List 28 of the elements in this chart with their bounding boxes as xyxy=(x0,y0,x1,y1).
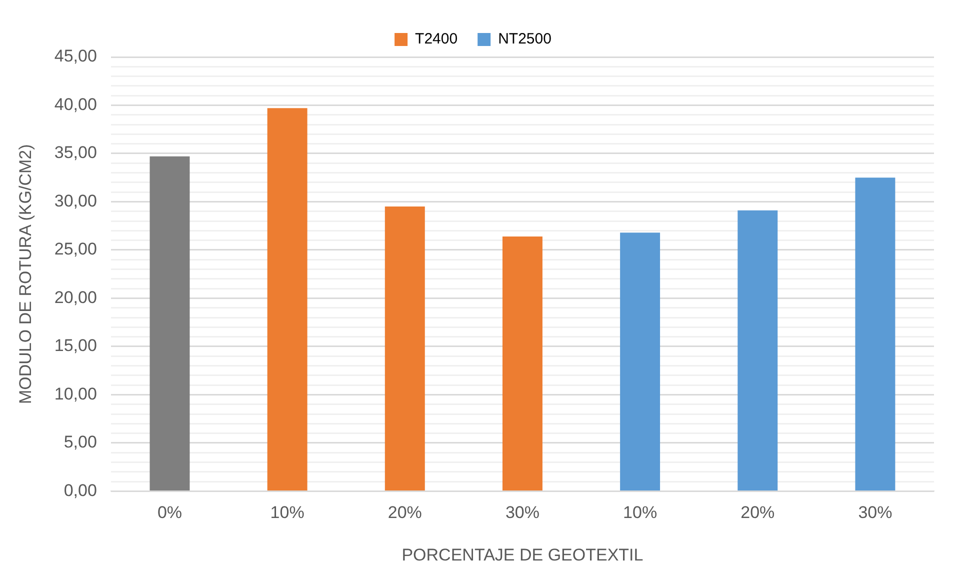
bar xyxy=(855,178,896,490)
x-tick-label: 20% xyxy=(388,503,422,522)
bar xyxy=(384,206,425,490)
bar xyxy=(738,210,778,490)
y-tick-label: 30,00 xyxy=(54,191,97,210)
bar xyxy=(502,236,542,490)
x-tick-label: 10% xyxy=(270,503,304,522)
y-tick-label: 0,00 xyxy=(64,480,97,500)
y-tick-label: 5,00 xyxy=(64,432,97,452)
y-tick-label: 20,00 xyxy=(54,288,97,307)
x-tick-label: 20% xyxy=(740,503,775,522)
bar xyxy=(267,108,308,490)
y-tick-label: 35,00 xyxy=(54,143,97,162)
y-tick-label: 45,00 xyxy=(54,46,97,66)
x-tick-label: 30% xyxy=(505,503,540,522)
legend-label: NT2500 xyxy=(498,30,552,48)
y-tick-label: 40,00 xyxy=(54,94,97,114)
y-axis-title: MODULO DE ROTURA (KG/CM2) xyxy=(16,144,35,404)
x-tick-label: 0% xyxy=(157,503,182,522)
legend-label: T2400 xyxy=(415,30,458,48)
x-tick-label: 30% xyxy=(858,503,892,522)
y-tick-label: 25,00 xyxy=(54,240,97,259)
bar xyxy=(150,156,190,490)
x-axis-title: PORCENTAJE DE GEOTEXTIL xyxy=(402,545,644,564)
y-tick-label: 15,00 xyxy=(54,336,97,356)
bar xyxy=(620,232,660,490)
y-tick-label: 10,00 xyxy=(54,384,97,404)
x-tick-label: 10% xyxy=(623,503,658,522)
